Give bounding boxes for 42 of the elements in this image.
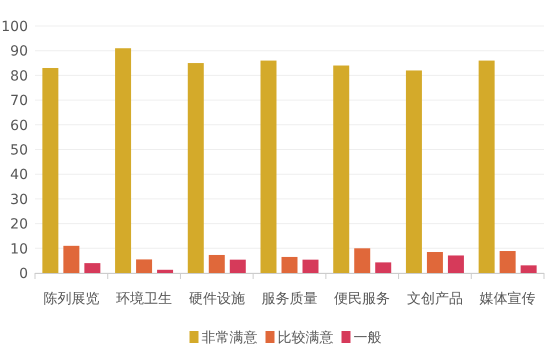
x-tick-label: 媒体宣传: [480, 291, 536, 307]
bar: [333, 66, 350, 273]
bar: [260, 60, 276, 273]
bar: [448, 255, 464, 273]
y-tick-label: 10: [10, 241, 28, 258]
x-tick-label: 硬件设施: [188, 291, 245, 307]
bar: [63, 246, 80, 273]
legend-label: 比较满意: [278, 330, 334, 346]
bar: [115, 48, 132, 273]
bar: [84, 263, 100, 273]
y-tick-label: 20: [10, 216, 28, 233]
bar: [354, 248, 370, 273]
bar: [406, 70, 422, 273]
x-tick-label: 便民服务: [334, 291, 390, 307]
bar: [42, 68, 58, 273]
y-tick-label: 100: [1, 19, 28, 35]
y-tick-label: 50: [10, 142, 28, 158]
bar: [136, 259, 152, 273]
x-tick-label: 环境卫生: [116, 291, 172, 307]
bar: [208, 254, 225, 273]
y-tick-label: 80: [10, 68, 28, 84]
legend-label: 一般: [354, 330, 382, 346]
bar: [302, 260, 318, 273]
bar: [375, 262, 392, 273]
y-tick-label: 40: [10, 167, 28, 184]
y-tick-label: 90: [10, 44, 28, 60]
y-tick-label: 60: [10, 118, 28, 134]
x-tick-label: 服务质量: [262, 291, 318, 307]
bar: [500, 251, 516, 273]
bar: [426, 252, 443, 273]
x-tick-label: 文创产品: [406, 291, 463, 307]
bar: [230, 260, 246, 273]
bar: [478, 60, 495, 273]
bar: [157, 270, 174, 273]
y-tick-label: 0: [19, 266, 28, 282]
bar: [282, 256, 298, 273]
bar: [188, 63, 204, 273]
y-tick-label: 70: [10, 93, 28, 110]
y-tick-label: 30: [10, 192, 28, 208]
legend-label: 非常满意: [202, 330, 258, 346]
bar: [520, 265, 537, 273]
x-tick-label: 陈列展览: [43, 291, 100, 307]
